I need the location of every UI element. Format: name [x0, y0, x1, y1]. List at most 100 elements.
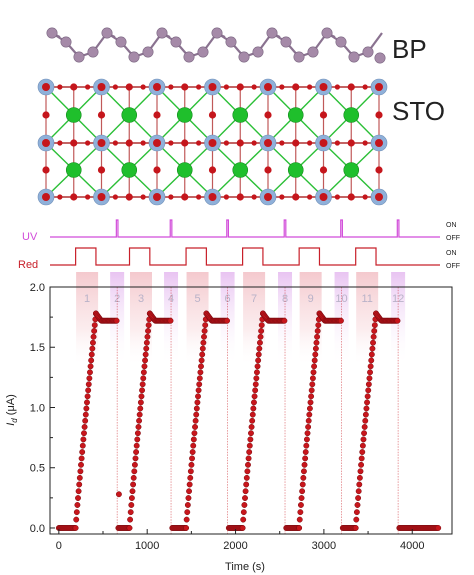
data-point [78, 455, 85, 462]
data-point [139, 387, 146, 394]
phosphorus-atom [374, 52, 386, 64]
oxygen-atom [279, 140, 285, 146]
oxygen-atom [140, 140, 146, 146]
data-point [87, 369, 93, 376]
data-point [435, 525, 442, 531]
data-point [298, 495, 305, 501]
red-pulse-trace [50, 247, 440, 266]
oxygen-atom [42, 193, 50, 201]
y-tick-label: 2.0 [30, 282, 45, 294]
data-point [314, 328, 321, 334]
data-point [134, 436, 141, 443]
data-point [371, 328, 378, 334]
data-point [144, 333, 151, 340]
data-point [356, 474, 363, 481]
data-point [254, 369, 260, 376]
oxygen-atom [42, 83, 50, 91]
oxygen-atom [42, 139, 50, 147]
oxygen-atom [85, 84, 91, 90]
event-label: 7 [251, 293, 257, 305]
data-point [311, 363, 318, 370]
oxygen-atom [140, 194, 146, 200]
phosphorus-atom [183, 51, 195, 63]
oxygen-atom [236, 83, 244, 91]
phosphorus-atom [238, 51, 250, 63]
data-point [353, 516, 360, 523]
data-point [189, 455, 195, 462]
oxygen-atom [251, 84, 257, 90]
data-point [309, 375, 316, 382]
data-point [299, 488, 306, 495]
data-point [241, 502, 248, 508]
data-point [73, 516, 80, 523]
data-point [135, 424, 142, 430]
oxygen-atom [112, 84, 118, 90]
oxygen-atom [70, 139, 78, 147]
data-point [136, 411, 143, 418]
oxygen-atom [292, 193, 300, 201]
oxygen-atom [236, 193, 244, 201]
oxygen-atom [112, 194, 118, 200]
data-point [244, 468, 251, 475]
phosphorus-atom [252, 46, 264, 58]
data-point [359, 442, 366, 449]
data-point [246, 449, 253, 455]
oxygen-atom [181, 193, 189, 201]
x-tick-label: 2000 [223, 540, 247, 552]
black-phosphorus-layer [46, 27, 386, 64]
oxygen-atom [181, 139, 189, 147]
oxygen-atom [375, 193, 383, 201]
data-point [133, 449, 140, 455]
phosphorus-atom [197, 46, 209, 58]
data-point [91, 328, 98, 334]
data-point [128, 495, 135, 501]
strontium-titanate-lattice [37, 78, 388, 206]
data-point [371, 322, 378, 329]
data-point [255, 351, 262, 358]
y-tick-label: 1.5 [30, 342, 45, 354]
event-label: 9 [308, 293, 314, 305]
data-point [369, 345, 376, 352]
x-tick-label: 3000 [312, 540, 336, 552]
data-point [90, 339, 96, 346]
data-point [77, 468, 84, 475]
data-point [82, 411, 89, 418]
oxygen-atom [181, 83, 189, 91]
data-point [132, 455, 139, 462]
data-point [195, 393, 201, 400]
oxygen-atom [97, 83, 106, 91]
data-point [113, 317, 120, 324]
phosphorus-atom [170, 36, 182, 48]
data-point [361, 424, 368, 430]
event-label: 5 [194, 293, 200, 305]
data-point [359, 449, 366, 455]
data-point [358, 455, 365, 462]
oxygen-atom [362, 140, 368, 146]
y-tick-label: 0.5 [30, 463, 45, 475]
oxygen-atom [97, 111, 106, 119]
data-point [194, 399, 201, 406]
data-point [255, 357, 262, 364]
data-point [137, 405, 144, 412]
y-axis: 0.0 0.5 1.0 1.5 2.0 [30, 282, 55, 535]
phosphorus-atom [293, 51, 305, 63]
oxygen-atom [223, 140, 229, 146]
x-tick-label: 0 [56, 540, 62, 552]
oxygen-atom [375, 111, 383, 119]
oxygen-atom [264, 166, 272, 174]
oxygen-atom [362, 84, 368, 90]
oxygen-atom [125, 193, 133, 201]
strontium-atom [287, 107, 304, 123]
oxygen-atom [362, 194, 368, 200]
oxygen-atom [375, 139, 383, 147]
data-point [127, 516, 134, 523]
data-point [252, 387, 259, 394]
oxygen-atom [97, 193, 106, 201]
phosphorus-atom [142, 46, 154, 58]
data-point [143, 339, 150, 346]
data-point [85, 381, 92, 388]
data-point [314, 333, 321, 340]
oxygen-atom [208, 83, 217, 91]
data-point [131, 461, 138, 468]
data-point [240, 516, 247, 523]
